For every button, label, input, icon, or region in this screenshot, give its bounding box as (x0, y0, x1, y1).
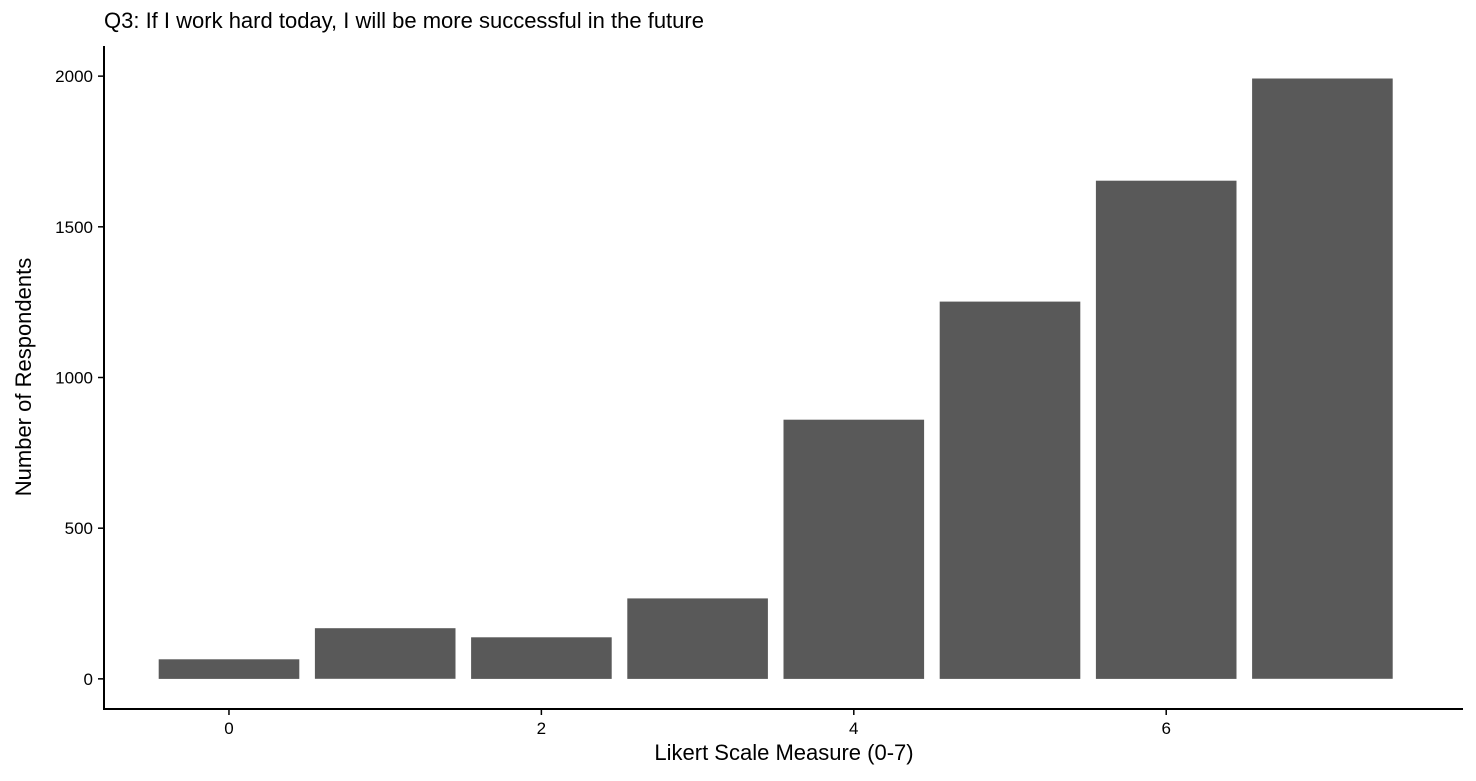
x-axis-title: Likert Scale Measure (0-7) (654, 740, 913, 765)
y-ticks-group: 0 500 1000 1500 2000 (55, 67, 104, 689)
x-tick-label-0: 0 (224, 719, 233, 738)
x-tick-label-4: 4 (849, 719, 858, 738)
bar-1 (314, 628, 456, 679)
y-tick-label-1000: 1000 (55, 369, 93, 388)
bar-2 (471, 637, 612, 679)
x-tick-label-6: 6 (1161, 719, 1170, 738)
bar-6 (1095, 180, 1237, 679)
y-tick-label-0: 0 (84, 670, 93, 689)
bar-7 (1252, 78, 1393, 679)
chart-title: Q3: If I work hard today, I will be more… (104, 8, 704, 33)
y-tick-label-1500: 1500 (55, 218, 93, 237)
y-tick-label-2000: 2000 (55, 67, 93, 86)
bar-0 (158, 659, 300, 679)
y-axis-title: Number of Respondents (11, 258, 36, 496)
bar-3 (627, 598, 768, 679)
bars-group (158, 78, 1393, 679)
bar-5 (939, 301, 1081, 679)
bar-4 (783, 419, 925, 679)
x-ticks-group: 0 2 4 6 (224, 709, 1171, 738)
y-tick-label-500: 500 (65, 519, 93, 538)
x-tick-label-2: 2 (537, 719, 546, 738)
